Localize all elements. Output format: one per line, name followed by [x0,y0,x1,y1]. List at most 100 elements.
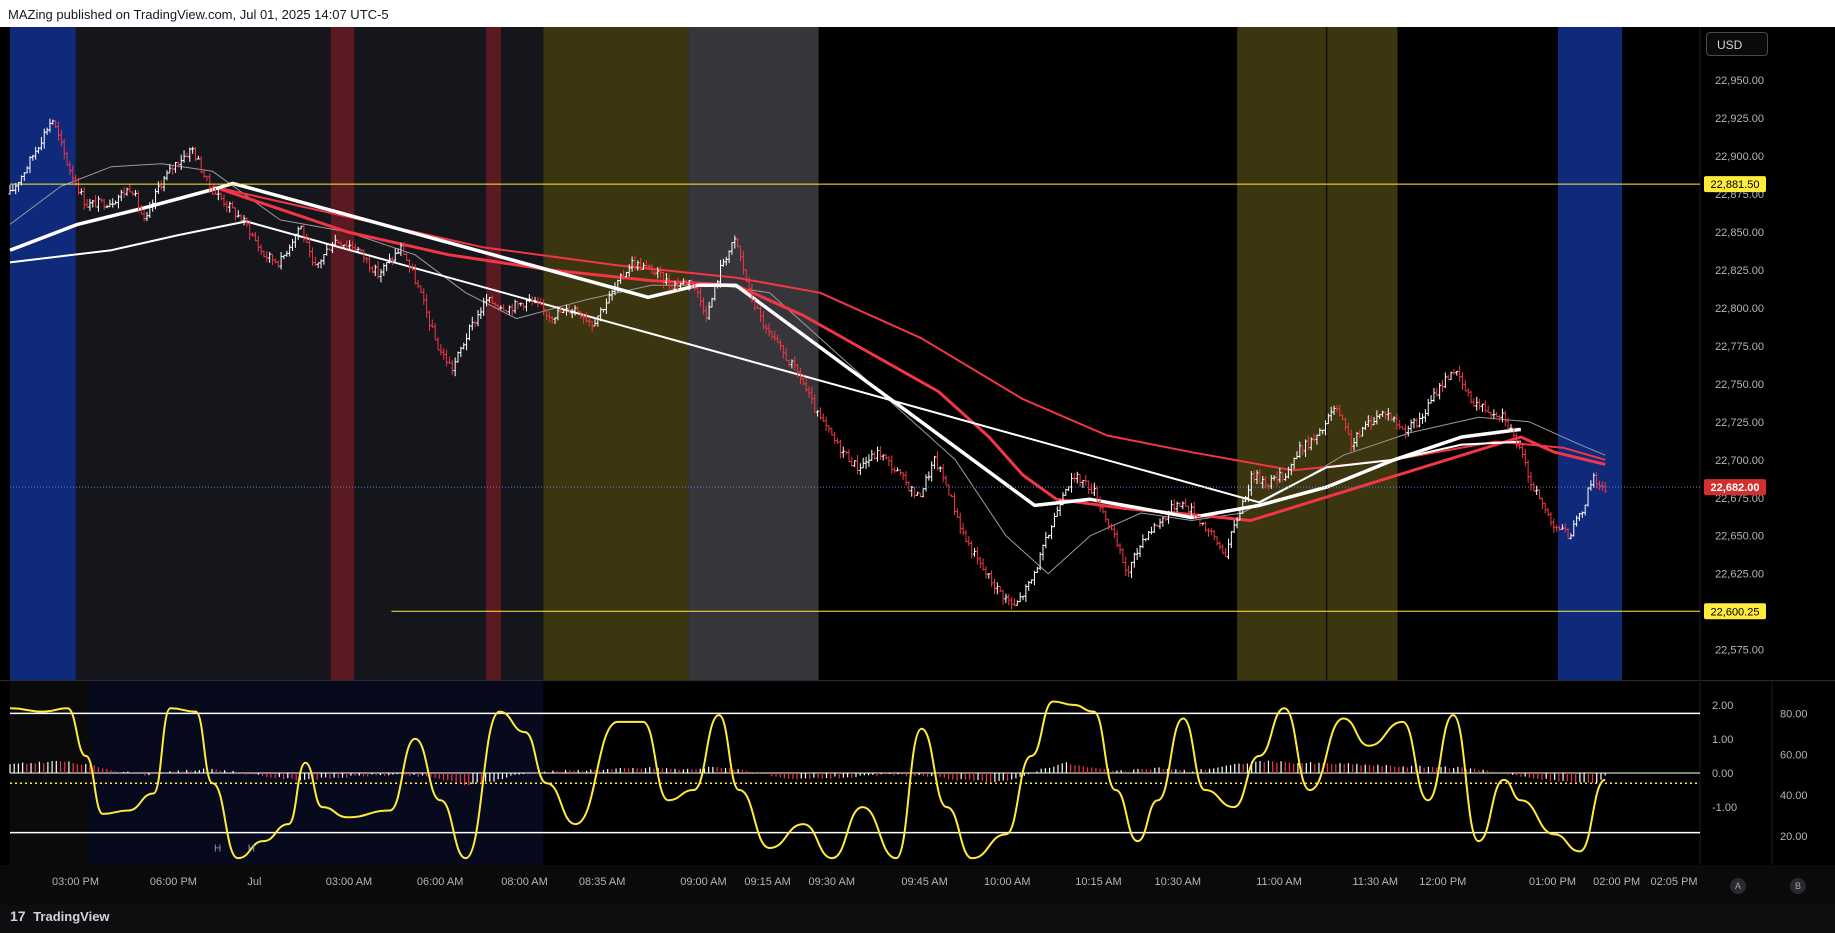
candle [1144,538,1148,542]
candle [402,242,406,255]
candle [108,199,112,208]
candle [924,474,928,492]
candle [670,283,674,291]
candle [1050,525,1054,540]
candle [1295,451,1299,460]
candle [251,232,255,237]
candle [1209,528,1213,535]
candle [1084,474,1088,486]
time-tick-label: 09:00 AM [680,876,726,888]
candle [1109,523,1113,531]
time-tick-label: 03:00 AM [326,876,372,888]
candle [114,200,118,205]
candle [1343,417,1347,431]
candle [1409,419,1413,432]
candle [179,154,183,171]
candle [770,330,774,340]
candle [719,259,723,288]
candle [713,284,717,301]
candle [1072,473,1076,483]
candle [1321,429,1325,435]
candle [1032,570,1036,586]
osc-left-tick-label: 0.00 [1712,768,1733,780]
candle [527,294,531,303]
candle [1549,512,1553,527]
candle [1418,412,1422,428]
candle [1238,510,1242,521]
candle [510,303,514,316]
candle [1389,412,1393,422]
candle [1326,413,1330,425]
candle [970,540,974,559]
candle [259,244,263,255]
candle [1304,439,1308,457]
candle [1366,415,1370,427]
candle [1266,484,1270,491]
candle [1118,543,1122,554]
currency-selector[interactable]: USD [1706,32,1768,56]
candle [1261,476,1265,489]
candle [1121,548,1125,564]
price-tick-label: 22,850.00 [1715,227,1764,239]
candle [493,302,497,307]
candle [1164,516,1168,522]
candle [1158,518,1162,529]
candle [96,195,100,212]
candle [37,147,41,154]
price-tick-label: 22,650.00 [1715,531,1764,543]
candle [1338,404,1342,417]
tradingview-brand[interactable]: 17 TradingView [10,908,110,924]
bar-scale-button[interactable]: B [1790,878,1806,894]
candle [1289,463,1293,476]
candle [370,265,374,274]
auto-scale-button[interactable]: A [1730,878,1746,894]
candle [228,201,232,213]
candle [684,279,688,286]
candle [895,467,899,472]
candle [408,259,412,273]
candle [821,413,825,423]
candle [858,463,862,476]
candle [185,152,189,158]
candle [1552,518,1556,533]
candle [11,184,15,192]
candle [131,191,135,196]
candle [1597,480,1601,491]
candle [51,119,55,125]
osc-right-tick-label: 80.00 [1780,708,1808,720]
candle [935,451,939,471]
candle [778,339,782,351]
candle [1081,480,1085,489]
candle [65,151,69,166]
candle [938,466,942,473]
candle [111,198,115,208]
candle [148,202,152,218]
candle [102,198,106,210]
candle [567,304,571,314]
candle [231,201,235,209]
candle [219,192,223,201]
candle [1349,429,1353,453]
candle [910,485,914,497]
candle [1341,414,1345,421]
candle [145,211,149,222]
time-tick-label: 12:00 PM [1419,876,1466,888]
candle [1167,510,1171,524]
candle [841,446,845,458]
candle [610,290,614,301]
candle [650,264,654,274]
candle [310,247,314,266]
candle [416,279,420,289]
candle [893,466,897,473]
candle [14,182,18,195]
candle [827,425,831,433]
candle [830,427,834,436]
candle [1441,380,1445,393]
published-header: MAZing published on TradingView.com, Jul… [0,0,1835,27]
candle [824,416,828,432]
candle [793,356,797,371]
session-band [486,27,502,680]
candle [596,315,600,327]
candle [756,304,760,309]
